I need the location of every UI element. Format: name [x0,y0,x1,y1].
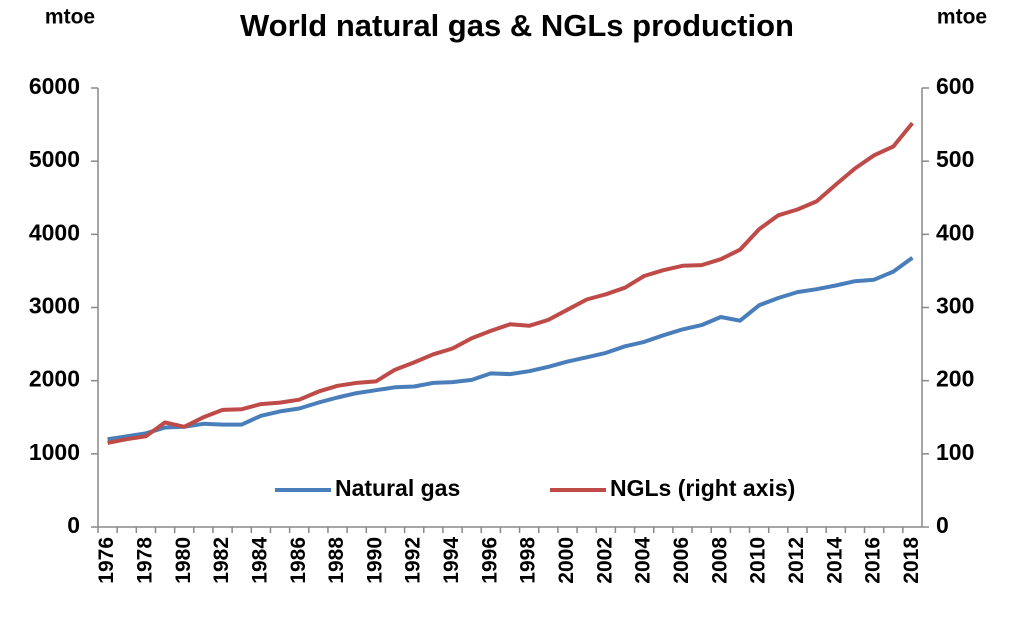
legend-label: NGLs (right axis) [610,475,795,501]
series-line [107,121,914,445]
x-tick-label: 2010 [747,537,770,584]
y2-tick-label: 400 [936,219,974,245]
y-tick-label: 5000 [29,146,80,172]
x-tick-label: 2008 [708,537,731,584]
x-tick-label: 2014 [823,537,846,584]
y-tick-label: 3000 [29,293,80,319]
y-tick-label: 6000 [29,73,80,99]
x-tick-label: 2000 [555,537,578,584]
y2-tick-label: 200 [936,366,974,392]
x-tick-label: 1984 [248,537,271,584]
y-axis-label: mtoe [45,6,95,29]
x-tick-label: 1982 [210,537,233,584]
y-tick-label: 2000 [29,366,80,392]
x-tick-label: 2016 [862,537,885,584]
y2-tick-label: 600 [936,73,974,99]
legend-label: Natural gas [335,475,460,501]
x-tick-label: 1988 [325,537,348,584]
x-tick-label: 2012 [785,537,808,584]
y-tick-label: 0 [67,512,80,538]
y2-axis-label: mtoe [937,6,987,29]
x-tick-label: 2002 [593,537,616,584]
y2-tick-label: 100 [936,439,974,465]
x-tick-label: 1976 [95,537,118,584]
x-tick-label: 1986 [287,537,310,584]
x-tick-label: 1996 [478,537,501,584]
x-tick-label: 1980 [172,537,195,584]
x-tick-label: 1998 [517,537,540,584]
y2-tick-label: 500 [936,146,974,172]
x-tick-label: 1994 [440,537,463,584]
x-tick-label: 1992 [402,537,425,584]
y-tick-label: 4000 [29,219,80,245]
y2-tick-label: 0 [936,512,949,538]
series-line [107,256,914,442]
chart-title: World natural gas & NGLs production [240,8,794,43]
x-tick-label: 2004 [632,537,655,584]
x-tick-label: 2006 [670,537,693,584]
y2-tick-label: 300 [936,293,974,319]
y-tick-label: 1000 [29,439,80,465]
x-tick-label: 1990 [363,537,386,584]
x-tick-label: 2018 [900,537,923,584]
x-tick-label: 1978 [133,537,156,584]
